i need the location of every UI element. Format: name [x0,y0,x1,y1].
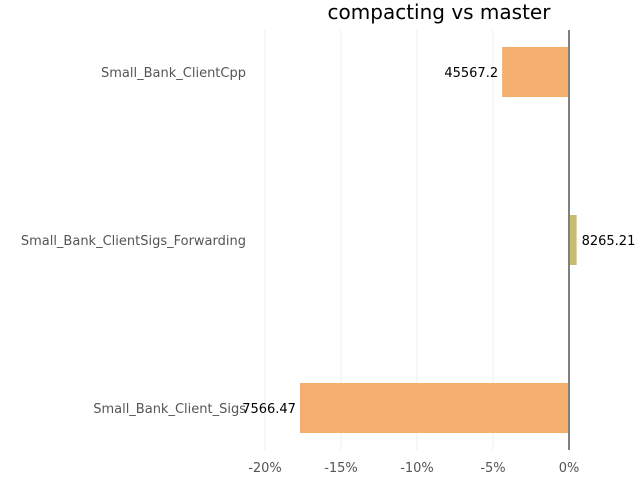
x-tick-label: -10% [400,461,434,476]
x-tick-label: -15% [324,461,358,476]
grid-lines [264,30,494,450]
category-label: Small_Bank_ClientCpp [101,66,246,81]
data-label: 45567.2 [444,66,498,81]
bar-1 [502,47,569,97]
bar-3 [299,383,569,433]
bar-2 [569,215,577,265]
x-tick-labels: -20% -15% -10% -5% 0% [248,461,579,476]
data-label: 7566.47 [242,402,296,417]
data-label: 8265.21 [582,234,636,249]
x-tick-label: 0% [559,461,580,476]
x-tick-label: -20% [248,461,282,476]
x-tick-label: -5% [480,461,505,476]
chart-title: compacting vs master [328,0,552,24]
category-label: Small_Bank_Client_Sigs [93,402,246,417]
bars [299,47,577,433]
data-labels: 45567.2 8265.21 7566.47 [242,66,635,417]
category-label: Small_Bank_ClientSigs_Forwarding [21,234,246,249]
category-labels: Small_Bank_ClientCpp Small_Bank_ClientSig… [21,66,246,417]
